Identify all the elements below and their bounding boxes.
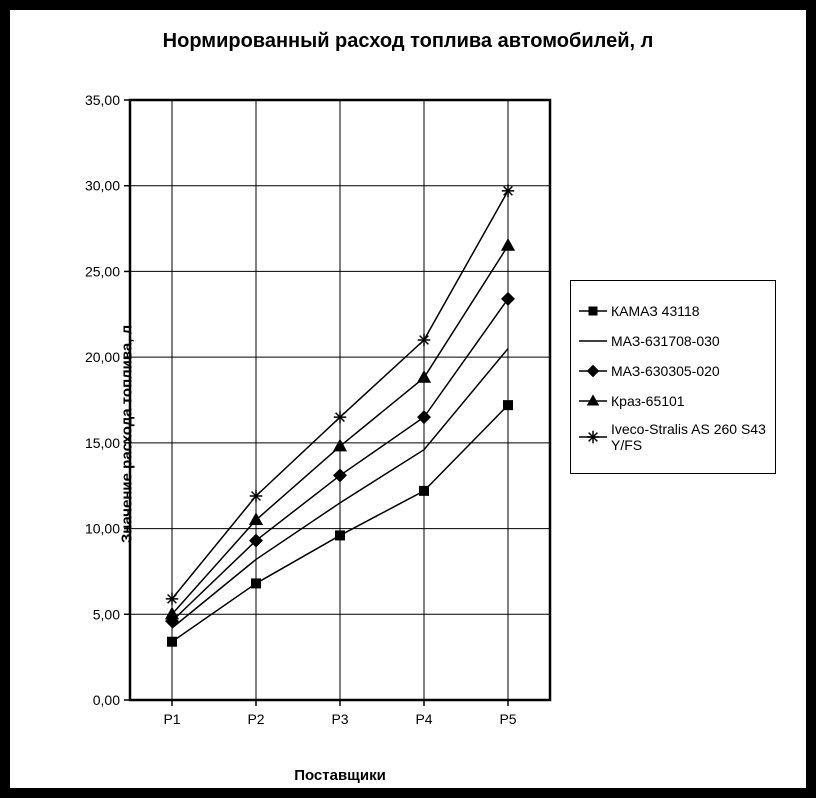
legend-item: Iveco-Stralis AS 260 S43 Y/FS: [579, 421, 767, 453]
legend-label: МАЗ-631708-030: [611, 333, 720, 349]
legend-swatch: [579, 391, 607, 411]
y-tick-label: 30,00: [85, 178, 120, 194]
x-tick-label: Р1: [163, 711, 180, 727]
chart-frame: Нормированный расход топлива автомобилей…: [0, 0, 816, 798]
y-tick-label: 20,00: [85, 349, 120, 365]
legend-item: Краз-65101: [579, 391, 767, 411]
x-tick-label: Р2: [247, 711, 264, 727]
legend-item: МАЗ-630305-020: [579, 361, 767, 381]
legend: КАМАЗ 43118 МАЗ-631708-030 МАЗ-630305-020 К…: [570, 280, 776, 474]
x-tick-label: Р4: [415, 711, 432, 727]
x-tick-label: Р5: [499, 711, 516, 727]
legend-swatch: [579, 361, 607, 381]
y-tick-label: 35,00: [85, 92, 120, 108]
x-tick-label: Р3: [331, 711, 348, 727]
plot-container: Значение расхода топлива, л 0,00 5,00 10,0…: [10, 80, 806, 788]
legend-label: МАЗ-630305-020: [611, 363, 720, 379]
legend-item: МАЗ-631708-030: [579, 331, 767, 351]
legend-swatch: [579, 301, 607, 321]
legend-label: Краз-65101: [611, 393, 685, 409]
y-tick-label: 10,00: [85, 521, 120, 537]
y-tick-label: 5,00: [93, 606, 120, 622]
legend-item: КАМАЗ 43118: [579, 301, 767, 321]
y-tick-label: 15,00: [85, 435, 120, 451]
x-axis-label: Поставщики: [70, 767, 610, 784]
legend-label: КАМАЗ 43118: [611, 303, 700, 319]
y-tick-label: 25,00: [85, 263, 120, 279]
legend-swatch: [579, 427, 607, 447]
y-axis-label: Значение расхода топлива, л: [119, 325, 136, 543]
chart-title: Нормированный расход топлива автомобилей…: [10, 30, 806, 53]
y-tick-label: 0,00: [93, 692, 120, 708]
legend-label: Iveco-Stralis AS 260 S43 Y/FS: [611, 421, 767, 453]
legend-swatch: [579, 331, 607, 351]
